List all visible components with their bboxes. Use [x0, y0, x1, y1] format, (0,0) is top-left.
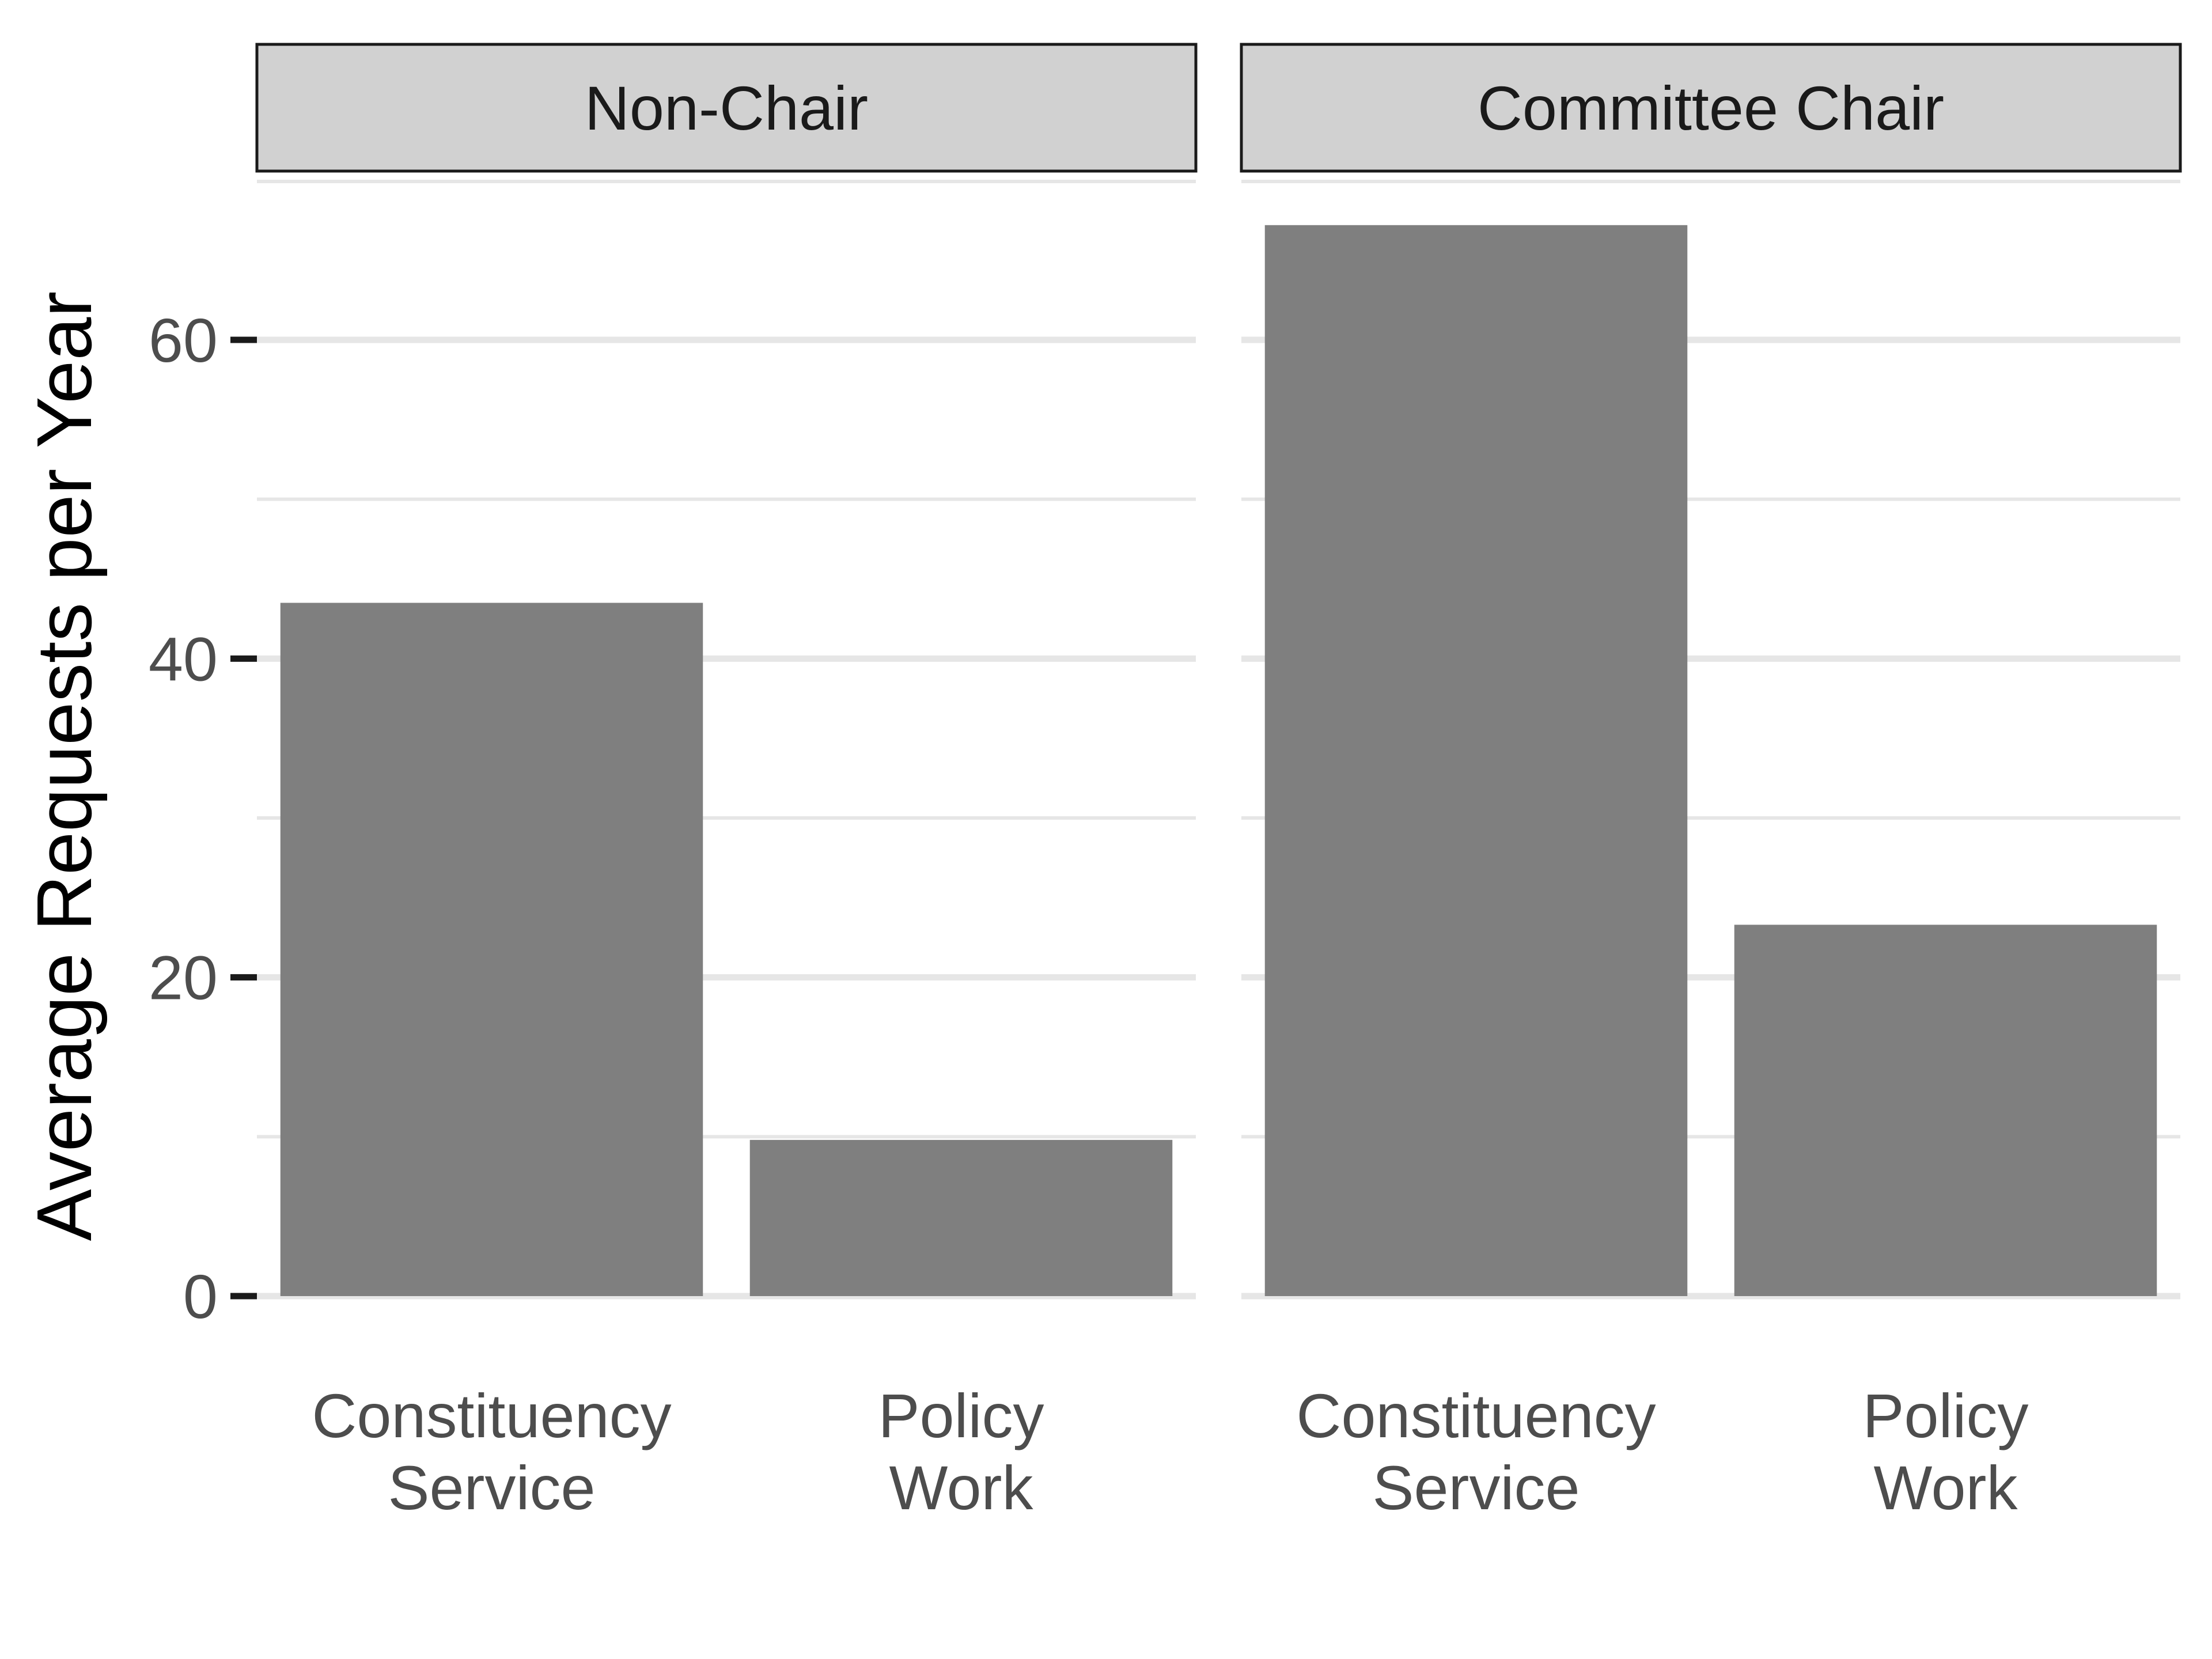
x-tick-label: Service: [1372, 1453, 1580, 1522]
x-tick-label: Constituency: [312, 1381, 671, 1450]
bar: [749, 1139, 1173, 1296]
bar: [1734, 925, 2157, 1296]
y-tick-label: 0: [183, 1262, 218, 1331]
bar: [1264, 225, 1688, 1296]
facet-strip: [255, 43, 1198, 173]
x-tick-label: Service: [388, 1453, 595, 1522]
bar: [280, 603, 703, 1296]
y-tick-label: 40: [149, 624, 218, 694]
x-tick-label: Policy: [1862, 1381, 2028, 1450]
facet-strip-label: Committee Chair: [1478, 73, 1944, 143]
x-tick-label: Constituency: [1296, 1381, 1656, 1450]
x-tick-label: Work: [889, 1453, 1033, 1522]
y-tick-label: 20: [149, 943, 218, 1013]
y-axis: 0 20 40 60: [149, 305, 257, 1331]
facet-strip-label: Non-Chair: [585, 73, 868, 143]
facet-panels: Non-ChairConstituencyServicePolicyWorkCo…: [255, 43, 2182, 1522]
x-tick-label: Policy: [878, 1381, 1044, 1450]
x-tick-label: Work: [1873, 1453, 2018, 1522]
facet-strip: [1240, 43, 2182, 173]
y-tick-label: 60: [149, 305, 218, 375]
y-axis-title: Average Requests per Year: [21, 291, 108, 1241]
